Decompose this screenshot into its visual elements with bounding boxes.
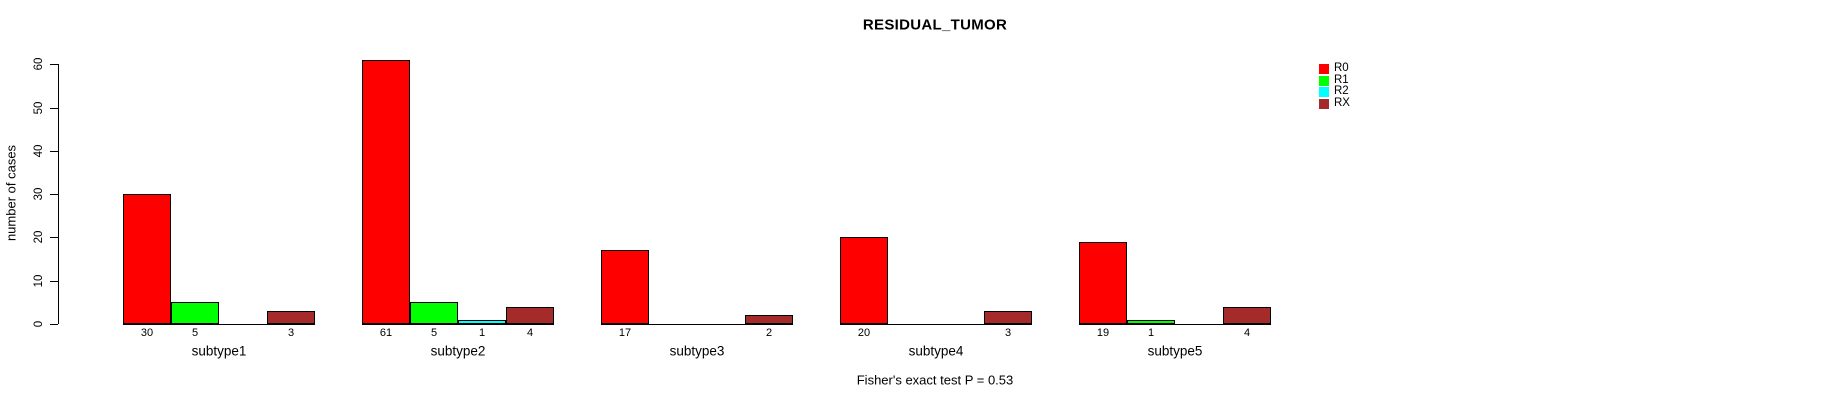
bar-rx-subtype2	[506, 307, 554, 324]
bar-value-label: 61	[379, 327, 393, 339]
fishers-test-footnote: Fisher's exact test P = 0.53	[856, 372, 1014, 388]
bar-rx-subtype4	[984, 311, 1032, 324]
bar-value-label: 30	[140, 327, 154, 339]
bar-r0-subtype1	[123, 194, 171, 324]
bar-value-label: 4	[1243, 327, 1251, 339]
legend-label-r1: R1	[1334, 73, 1349, 86]
bar-value-label: 5	[430, 327, 438, 339]
bar-value-label: 3	[1004, 327, 1012, 339]
legend-item-r0: R0	[1319, 62, 1350, 75]
y-tick-label: 10	[33, 274, 45, 288]
bar-r0-subtype3	[601, 250, 649, 324]
legend-label-r0: R0	[1334, 62, 1349, 74]
legend-item-r2: R2	[1319, 86, 1350, 98]
bar-value-label: 20	[857, 327, 871, 339]
bar-rx-subtype1	[267, 311, 315, 324]
category-label-subtype5: subtype5	[1147, 343, 1203, 359]
bar-value-label: 3	[287, 327, 295, 339]
y-tick-label: 60	[33, 57, 45, 71]
legend-label-rx: RX	[1334, 97, 1350, 110]
bar-value-label: 2	[765, 327, 773, 339]
legend-item-rx: RX	[1319, 97, 1350, 110]
legend-swatch-r1-icon	[1319, 75, 1329, 86]
y-axis-label: number of cases	[3, 144, 19, 242]
legend-swatch-r0-icon	[1319, 63, 1329, 74]
bar-value-label: 5	[191, 327, 199, 339]
bar-rx-subtype3	[745, 315, 793, 324]
y-tick-mark	[50, 324, 58, 325]
y-tick-mark	[50, 237, 58, 239]
group-baseline	[601, 324, 793, 325]
bar-r2-subtype2	[458, 320, 506, 324]
y-tick-label: 50	[33, 101, 45, 114]
legend-swatch-r2-icon	[1319, 87, 1329, 98]
group-baseline	[362, 324, 554, 325]
category-label-subtype4: subtype4	[908, 343, 964, 359]
y-tick-label: 40	[33, 144, 45, 158]
y-tick-mark	[50, 107, 58, 109]
legend-label-r2: R2	[1334, 85, 1349, 98]
y-axis-line	[58, 64, 59, 324]
bar-value-label: 19	[1096, 327, 1110, 339]
bar-value-label: 1	[1147, 327, 1155, 339]
bar-r1-subtype2	[410, 302, 458, 324]
bar-r1-subtype5	[1127, 320, 1175, 324]
y-tick-label: 0	[33, 320, 45, 328]
y-tick-label: 30	[33, 187, 45, 201]
category-label-subtype2: subtype2	[430, 343, 486, 359]
y-tick-mark	[50, 150, 58, 152]
group-baseline	[840, 324, 1032, 325]
bar-r0-subtype4	[840, 237, 888, 324]
bar-rx-subtype5	[1223, 307, 1271, 324]
category-label-subtype1: subtype1	[191, 343, 247, 359]
bar-value-label: 4	[526, 327, 534, 339]
group-baseline	[123, 324, 315, 325]
y-tick-label: 20	[33, 230, 45, 244]
bar-value-label: 17	[618, 327, 632, 339]
category-label-subtype3: subtype3	[669, 343, 725, 359]
bar-r1-subtype1	[171, 302, 219, 324]
bar-r0-subtype5	[1079, 242, 1127, 324]
group-baseline	[1079, 324, 1271, 325]
chart-title: RESIDUAL_TUMOR	[862, 16, 1008, 34]
legend: R0 R1 R2 RX	[1319, 62, 1350, 110]
y-tick-mark	[50, 194, 58, 196]
bar-r0-subtype2	[362, 60, 410, 324]
y-tick-mark	[50, 64, 58, 66]
bar-value-label: 1	[478, 327, 486, 339]
y-tick-mark	[50, 280, 58, 282]
legend-swatch-rx-icon	[1319, 98, 1329, 109]
legend-item-r1: R1	[1319, 73, 1350, 87]
